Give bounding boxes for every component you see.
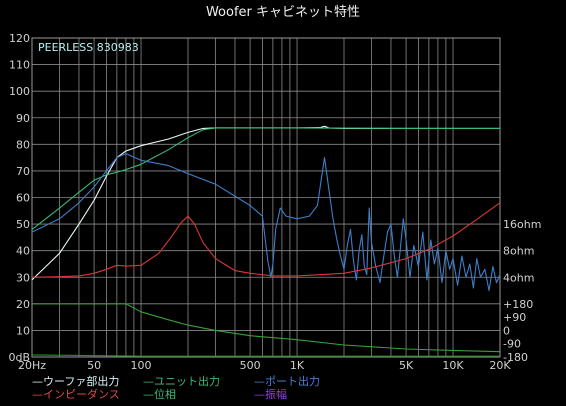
series-line — [31, 202, 501, 278]
y-tick-label: 30 — [16, 271, 30, 284]
right-axis-label: +90 — [503, 311, 526, 324]
right-axis-label: 16ohm — [503, 218, 541, 231]
right-axis-label: 8ohm — [503, 245, 534, 258]
y-tick-label: 20 — [16, 298, 30, 311]
x-tick-label: 10K — [442, 359, 464, 372]
x-tick-label: 20Hz — [18, 359, 46, 372]
axes: 0dB 10 20 30 40 50 60 70 80 90 100 110 120 20Hz 50 100 5… — [8, 32, 541, 372]
y-tick-label: 50 — [16, 218, 30, 231]
x-tick-label: 50 — [87, 359, 101, 372]
y-tick-label: 120 — [9, 32, 30, 45]
right-axis-label: +180 — [503, 298, 533, 311]
right-axis-label: 0 — [503, 324, 510, 337]
x-tick-label: 100 — [131, 359, 152, 372]
plot-frame — [31, 37, 501, 358]
legend-entry: —ポート出力 — [254, 375, 320, 388]
legend-entry: —位相 — [143, 388, 176, 401]
x-tick-label: 1K — [290, 359, 305, 372]
curves — [31, 125, 501, 357]
y-tick-label: 40 — [16, 245, 30, 258]
right-axis-label: -180 — [503, 351, 528, 364]
series-line — [31, 127, 500, 230]
series-line — [31, 354, 500, 357]
legend-entry: —振幅 — [254, 388, 287, 401]
y-tick-label: 60 — [16, 192, 30, 205]
legend-entry: —ユニット出力 — [143, 375, 220, 388]
right-axis-label: -90 — [503, 338, 521, 351]
y-tick-label: 0dB — [8, 351, 30, 364]
y-tick-label: 80 — [16, 138, 30, 151]
series-line — [31, 153, 501, 292]
series-line — [32, 303, 501, 353]
right-axis-label: 4ohm — [503, 271, 534, 284]
y-tick-label: 10 — [16, 324, 30, 337]
y-tick-label: 100 — [9, 85, 30, 98]
x-tick-label: 5K — [399, 359, 414, 372]
x-tick-label: 20K — [489, 359, 511, 372]
series-line — [31, 125, 500, 281]
legend-entry: —インピーダンス — [32, 388, 120, 401]
grid-lines — [31, 37, 501, 358]
y-tick-label: 90 — [16, 112, 30, 125]
y-tick-label: 110 — [9, 59, 30, 72]
y-tick-label: 70 — [16, 165, 30, 178]
x-tick-label: 500 — [240, 359, 261, 372]
legend-entry: —ウーファ部出力 — [32, 375, 120, 388]
chart-title: Woofer キャビネット特性 — [205, 5, 361, 20]
chart-annotation: PEERLESS 830983 — [38, 41, 139, 54]
